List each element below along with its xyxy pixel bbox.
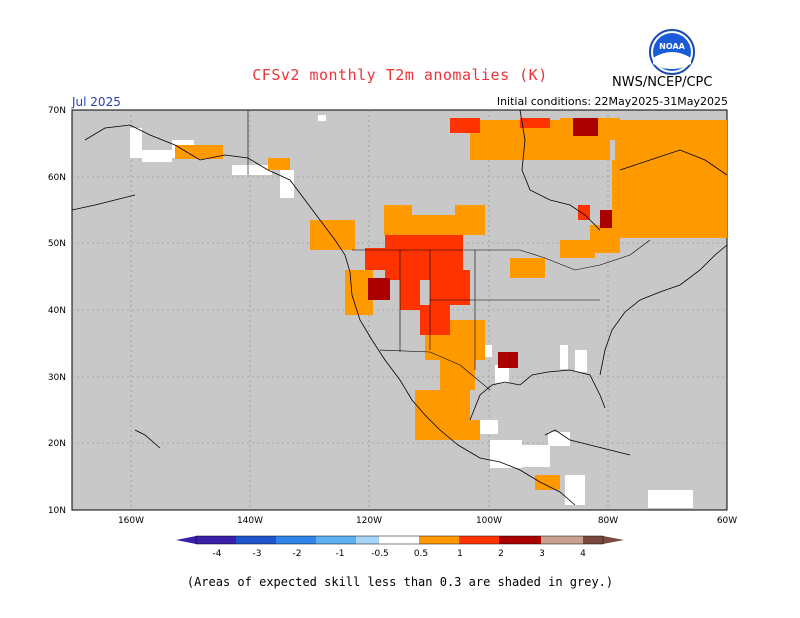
svg-text:-1: -1: [336, 549, 345, 559]
political-boundaries: [247, 110, 651, 391]
svg-text:-0.5: -0.5: [371, 549, 389, 559]
colorbar-swatch: [379, 536, 419, 544]
svg-text:-3: -3: [253, 549, 262, 559]
warm-anomaly-areas-1-2: [365, 118, 590, 335]
svg-text:50N: 50N: [48, 239, 66, 249]
svg-text:80W: 80W: [598, 516, 618, 526]
skill-note: (Areas of expected skill less than 0.3 a…: [186, 575, 614, 589]
colorbar-swatch: [583, 536, 603, 544]
svg-text:-4: -4: [213, 549, 222, 559]
svg-text:NOAA: NOAA: [659, 42, 685, 51]
svg-text:20N: 20N: [48, 439, 66, 449]
map-title: CFSv2 monthly T2m anomalies (K): [252, 66, 548, 84]
svg-text:0.5: 0.5: [414, 549, 428, 559]
svg-text:140W: 140W: [237, 516, 263, 526]
svg-text:70N: 70N: [48, 106, 66, 116]
colorbar-swatch: [459, 536, 499, 544]
colorbar-swatch: [419, 536, 459, 544]
colorbar-swatch: [276, 536, 316, 544]
warm-anomaly-areas-2-3: [368, 118, 612, 368]
svg-text:4: 4: [580, 549, 586, 559]
colorbar-swatch: [316, 536, 356, 544]
svg-text:40N: 40N: [48, 306, 66, 316]
latitude-labels: 70N 60N 50N 40N 30N 20N 10N: [48, 106, 66, 516]
svg-text:60W: 60W: [717, 516, 737, 526]
colorbar-max-arrow: [603, 536, 624, 544]
colorbar-swatch: [499, 536, 541, 544]
colorbar-min-arrow: [176, 536, 196, 544]
svg-text:1: 1: [457, 549, 463, 559]
svg-text:120W: 120W: [356, 516, 382, 526]
colorbar-swatch: [541, 536, 583, 544]
svg-text:160W: 160W: [118, 516, 144, 526]
colorbar-swatch: [196, 536, 236, 544]
warm-anomaly-areas-0.5-1: [175, 118, 727, 490]
svg-text:3: 3: [539, 549, 545, 559]
coastlines: [71, 109, 728, 506]
svg-text:2: 2: [498, 549, 504, 559]
svg-text:10N: 10N: [48, 506, 66, 516]
organization-label: NWS/NCEP/CPC: [612, 75, 713, 90]
colorbar: -4 -3 -2 -1 -0.5 0.5 1 2 3 4: [176, 535, 624, 559]
colorbar-swatch: [236, 536, 276, 544]
initial-conditions: Initial conditions: 22May2025-31May2025: [496, 95, 728, 108]
svg-text:60N: 60N: [48, 173, 66, 183]
colorbar-swatch: [356, 536, 379, 544]
longitude-labels: 160W 140W 120W 100W 80W 60W: [118, 516, 737, 526]
forecast-month: Jul 2025: [72, 95, 121, 109]
noaa-logo: NOAA: [649, 29, 695, 75]
svg-text:100W: 100W: [476, 516, 502, 526]
svg-text:-2: -2: [293, 549, 302, 559]
svg-text:30N: 30N: [48, 373, 66, 383]
